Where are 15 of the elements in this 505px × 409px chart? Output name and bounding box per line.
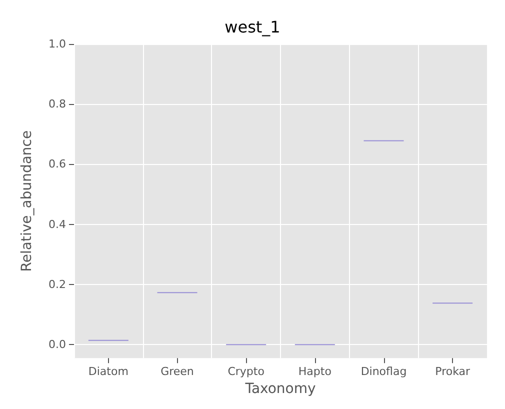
x-axis-title: Taxonomy bbox=[244, 381, 316, 397]
y-tick-label: 0.8 bbox=[48, 98, 66, 111]
y-tick-label: 0.4 bbox=[48, 218, 66, 231]
x-tick-label: Diatom bbox=[88, 365, 128, 378]
x-tick-label: Prokar bbox=[435, 365, 471, 378]
chart-title: west_1 bbox=[224, 18, 280, 36]
y-tick-label: 1.0 bbox=[48, 38, 66, 50]
y-tick-label: 0.0 bbox=[48, 338, 66, 352]
x-tick-label: Dinoflag bbox=[360, 365, 407, 378]
y-axis-title: Relative_abundance bbox=[19, 130, 35, 272]
y-tick-label: 0.6 bbox=[48, 158, 66, 171]
x-tick-label: Crypto bbox=[228, 365, 265, 378]
x-tick-label: Hapto bbox=[298, 365, 332, 378]
x-tick-label: Green bbox=[160, 365, 194, 378]
y-tick-label: 0.2 bbox=[48, 278, 66, 291]
